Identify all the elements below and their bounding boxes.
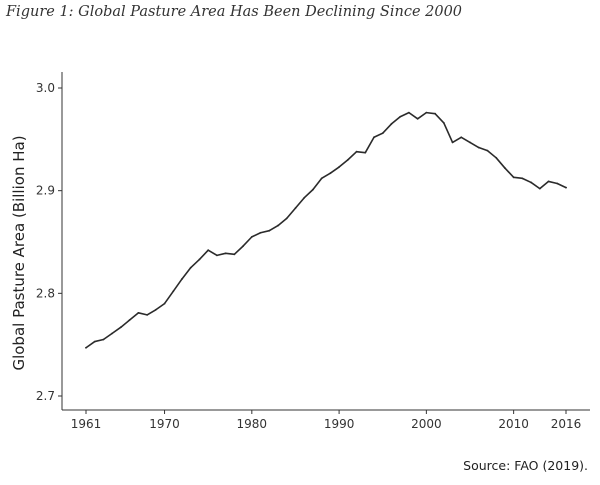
data-point [242,245,244,248]
x-tick-label: 1980 [237,417,268,431]
data-point [521,177,524,180]
data-point [111,332,114,335]
x-tick-label: 1961 [71,417,102,431]
x-ticks: 1961 1970 1980 1990 2000 2010 2016 [71,410,582,431]
data-point [216,254,218,257]
data-point [442,122,445,124]
data-point [146,313,148,316]
data-point [259,231,262,234]
series-line [85,111,567,349]
data-point [460,136,463,139]
data-point [547,180,550,183]
data-point [163,302,166,305]
data-point [512,176,515,179]
data-point [154,308,157,311]
x-tick-label: 1970 [149,417,180,431]
data-point [425,111,428,114]
data-point [355,150,358,153]
data-point [530,181,532,184]
y-axis-title: Global Pasture Area (Billion Ha) [10,135,28,370]
data-point [277,224,279,227]
source-note: Source: FAO (2019). [463,458,588,473]
x-tick-label: 1990 [324,417,355,431]
data-point [408,111,410,114]
axes [61,72,590,411]
data-point [504,167,506,169]
data-points [85,111,567,349]
data-point [373,136,375,139]
y-tick-label: 2.8 [36,286,55,300]
data-point [93,340,96,343]
data-point [198,258,201,261]
data-point [128,319,131,321]
data-point [390,123,393,125]
data-point [250,235,253,238]
data-point [294,207,297,210]
data-point [538,187,541,190]
data-point [399,115,402,118]
data-point [416,117,419,120]
data-point [224,252,227,255]
data-point [338,166,340,168]
data-point [102,338,105,341]
x-tick-label: 2000 [411,417,442,431]
data-point [556,182,559,185]
y-tick-label: 3.0 [36,81,55,95]
data-point [303,196,306,199]
data-point [312,188,314,191]
data-point [364,151,367,154]
figure-title: Figure 1: Global Pasture Area Has Been D… [6,4,463,20]
data-point [486,149,489,152]
data-point [172,290,175,293]
data-point [207,249,210,252]
data-point [189,266,192,269]
data-point [381,132,384,135]
data-point [329,172,332,175]
data-point [451,141,454,144]
y-ticks: 2.7 2.8 2.9 3.0 [36,81,62,403]
data-point [469,141,471,144]
data-point [268,229,271,232]
data-point [565,186,567,189]
data-point [233,253,236,256]
data-point [477,146,480,149]
data-point [285,217,288,220]
x-tick-label: 2010 [498,417,529,431]
data-point [434,112,436,115]
data-point [320,177,323,180]
data-point [346,158,349,161]
data-point [495,156,498,159]
y-tick-label: 2.9 [36,184,55,198]
x-tick-label: 2016 [551,417,582,431]
y-tick-label: 2.7 [36,389,55,403]
data-point [181,278,183,280]
data-point [137,311,140,314]
data-point [85,346,87,349]
data-point [120,326,122,329]
